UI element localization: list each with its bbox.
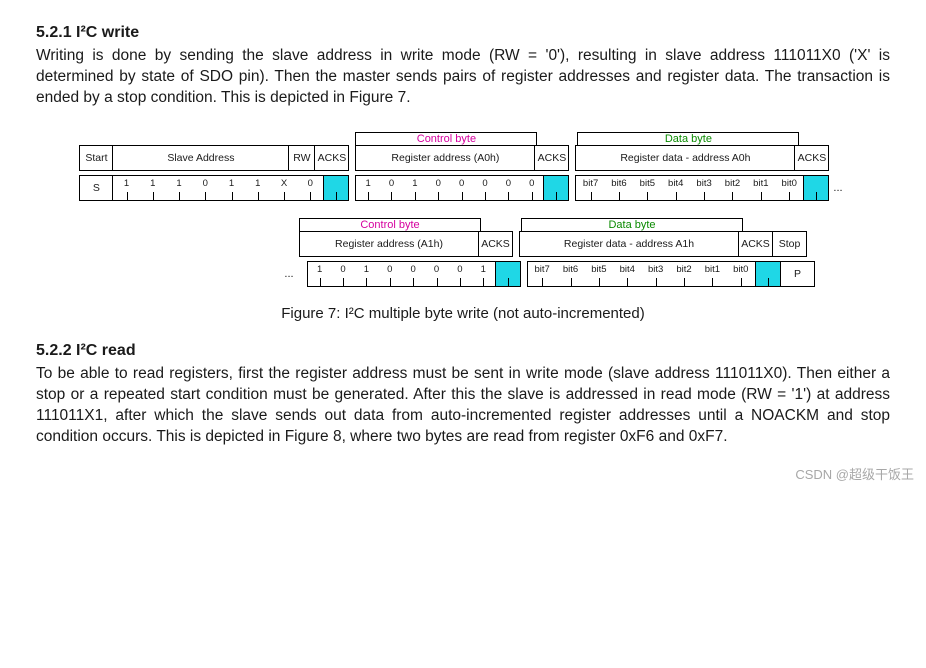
section-read-heading: 5.2.2 I²C read bbox=[36, 342, 890, 360]
cell-acks: ACKS bbox=[315, 145, 349, 171]
acks-bit bbox=[803, 176, 828, 200]
cell-stop: Stop bbox=[773, 231, 807, 257]
figure-caption: Figure 7: I²C multiple byte write (not a… bbox=[36, 305, 890, 322]
control-byte-label: Control byte bbox=[355, 132, 537, 145]
acks-bit bbox=[495, 262, 520, 286]
cell-rw: RW bbox=[289, 145, 315, 171]
data-bits-a1: bit7 bit6 bit5 bit4 bit3 bit2 bit1 bit0 bbox=[527, 261, 781, 287]
cell-reg-data-a1: Register data - address A1h bbox=[519, 231, 739, 257]
cell-start: Start bbox=[79, 145, 113, 171]
cell-acks: ACKS bbox=[739, 231, 773, 257]
section-read-body: To be able to read registers, first the … bbox=[36, 364, 890, 448]
cell-acks: ACKS bbox=[479, 231, 513, 257]
section-write-body: Writing is done by sending the slave add… bbox=[36, 46, 890, 109]
data-byte-label: Data byte bbox=[577, 132, 799, 145]
acks-bit bbox=[755, 262, 780, 286]
cell-slave-address: Slave Address bbox=[113, 145, 289, 171]
ellipsis: ... bbox=[271, 261, 307, 287]
bit-p: P bbox=[781, 261, 815, 287]
reg-bits-a1: 1 0 1 0 0 0 0 1 bbox=[307, 261, 521, 287]
watermark: CSDN @超级干饭王 bbox=[795, 464, 914, 483]
cell-acks: ACKS bbox=[795, 145, 829, 171]
ellipsis: ... bbox=[829, 175, 846, 201]
acks-bit bbox=[323, 176, 348, 200]
acks-bit bbox=[543, 176, 568, 200]
control-byte-label: Control byte bbox=[299, 218, 481, 231]
cell-reg-addr-a0: Register address (A0h) bbox=[355, 145, 535, 171]
diagram-row-1: Control byte Data byte Start Slave Addre… bbox=[79, 127, 846, 201]
data-byte-label: Data byte bbox=[521, 218, 743, 231]
cell-reg-data-a0: Register data - address A0h bbox=[575, 145, 795, 171]
diagram-row-2: Control byte Data byte Register address … bbox=[271, 213, 815, 287]
figure-7-diagram: Control byte Data byte Start Slave Addre… bbox=[36, 127, 890, 299]
reg-bits-a0: 1 0 1 0 0 0 0 0 bbox=[355, 175, 569, 201]
bit-s: S bbox=[79, 175, 113, 201]
section-write-heading: 5.2.1 I²C write bbox=[36, 24, 890, 42]
data-bits-a0: bit7 bit6 bit5 bit4 bit3 bit2 bit1 bit0 bbox=[575, 175, 829, 201]
cell-acks: ACKS bbox=[535, 145, 569, 171]
slave-bits: 1 1 1 0 1 1 X 0 bbox=[113, 175, 349, 201]
cell-reg-addr-a1: Register address (A1h) bbox=[299, 231, 479, 257]
